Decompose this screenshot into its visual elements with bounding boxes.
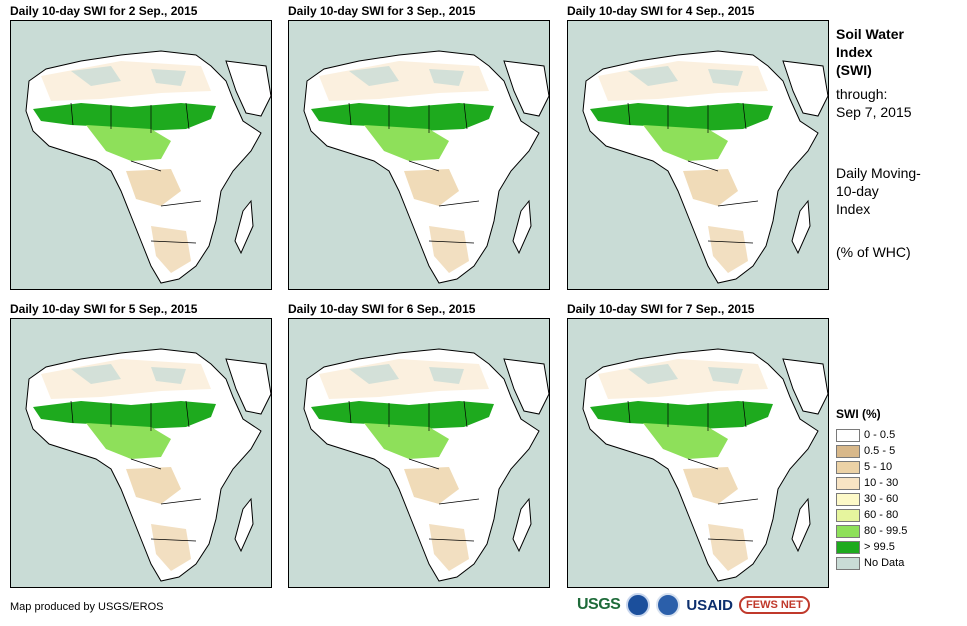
legend-item: No Data [836,555,907,571]
legend-item: 0.5 - 5 [836,443,907,459]
legend-item: 0 - 0.5 [836,427,907,443]
agency-logos: USGS USAID FEWS NET [577,593,810,617]
swi-map [10,20,272,290]
swi-map [567,318,829,588]
swi-map [288,318,550,588]
legend-swatch [836,540,860,554]
legend-label: 0 - 0.5 [864,429,896,441]
africa-map-image [568,319,828,587]
legend-item: > 99.5 [836,539,907,555]
legend-label: 80 - 99.5 [864,525,908,537]
index-title-line3: (SWI) [836,62,872,78]
legend-item: 10 - 30 [836,475,907,491]
noaa-logo-icon [626,593,651,617]
legend-label: 10 - 30 [864,477,899,489]
map-panel-1: Daily 10-day SWI for 2 Sep., 2015 [10,4,272,290]
usgs-logo: USGS [577,596,621,613]
legend-label: 60 - 80 [864,509,899,521]
map-panel-4: Daily 10-day SWI for 5 Sep., 2015 [10,302,272,588]
legend-swatch [836,476,860,490]
legend-swatch [836,428,860,442]
usaid-logo: USAID [686,596,734,614]
panel-title: Daily 10-day SWI for 3 Sep., 2015 [288,4,476,18]
legend-swatch [836,524,860,538]
africa-map-image [289,319,549,587]
fews-net-logo: FEWS NET [739,596,810,614]
map-credit: Map produced by USGS/EROS [10,601,164,613]
map-panel-5: Daily 10-day SWI for 6 Sep., 2015 [288,302,550,588]
units-label: (% of WHC) [836,244,911,260]
desc-line1: Daily Moving- [836,165,921,181]
index-title-line1: Soil Water [836,26,904,42]
map-panel-6: Daily 10-day SWI for 7 Sep., 2015 [567,302,829,588]
africa-map-image [289,21,549,289]
swi-map [567,20,829,290]
panel-title: Daily 10-day SWI for 7 Sep., 2015 [567,302,755,316]
legend-swatch [836,492,860,506]
legend-label: 5 - 10 [864,461,893,473]
index-title: Soil Water Index (SWI) [836,25,904,79]
africa-map-image [11,319,271,587]
usaid-seal-icon [656,593,681,617]
desc-line3: Index [836,201,871,217]
africa-map-image [568,21,828,289]
legend-item: 80 - 99.5 [836,523,907,539]
legend-swatch [836,460,860,474]
swi-map [288,20,550,290]
panel-title: Daily 10-day SWI for 6 Sep., 2015 [288,302,476,316]
desc-line2: 10-day [836,183,879,199]
legend-label: No Data [864,557,905,569]
legend-title: SWI (%) [836,407,881,421]
legend: SWI (%) 0 - 0.5 0.5 - 5 5 - 10 10 - 30 3… [836,407,907,571]
legend-item: 5 - 10 [836,459,907,475]
panel-title: Daily 10-day SWI for 2 Sep., 2015 [10,4,198,18]
swi-map [10,318,272,588]
legend-label: 0.5 - 5 [864,445,896,457]
legend-swatch [836,444,860,458]
through-label: through: [836,86,888,102]
legend-swatch [836,556,860,570]
panel-title: Daily 10-day SWI for 5 Sep., 2015 [10,302,198,316]
legend-item: 60 - 80 [836,507,907,523]
map-panel-3: Daily 10-day SWI for 4 Sep., 2015 [567,4,829,290]
through-date: Sep 7, 2015 [836,104,912,120]
legend-label: 30 - 60 [864,493,899,505]
map-panel-2: Daily 10-day SWI for 3 Sep., 2015 [288,4,550,290]
legend-swatch [836,508,860,522]
legend-item: 30 - 60 [836,491,907,507]
legend-label: > 99.5 [864,541,895,553]
africa-map-image [11,21,271,289]
panel-title: Daily 10-day SWI for 4 Sep., 2015 [567,4,755,18]
index-title-line2: Index [836,44,873,60]
